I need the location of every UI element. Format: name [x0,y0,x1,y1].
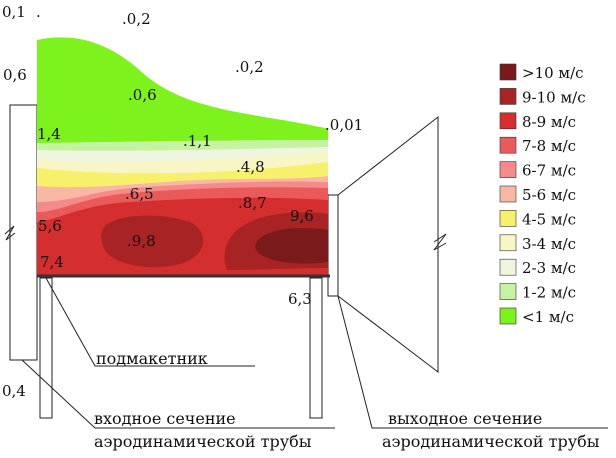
value-6-3: 6,3 [288,290,312,308]
legend-swatch [499,136,517,154]
legend-label: 1-2 м/с [522,284,576,302]
submodel-supports [39,277,323,419]
legend-swatch [499,283,517,300]
legend-label: <1 м/с [522,308,574,326]
inlet-frame [9,104,38,361]
legend-swatch [499,210,517,227]
legend-label: 9-10 м/с [522,88,586,106]
legend-swatch [499,112,517,130]
legend-label: 3-4 м/с [522,235,576,253]
value-1-1: .1,1 [183,132,212,150]
legend-label: 7-8 м/с [522,137,576,155]
leader-inlet [21,359,335,429]
legend-label: 4-5 м/с [522,210,576,228]
captions: подмакетник входное сечение аэродинамиче… [94,349,600,451]
legend-swatch [499,234,517,252]
inlet-section [4,104,38,361]
value-9-8: .9,8 [127,232,156,250]
legend-swatch [499,307,517,325]
legend-swatch [499,88,517,105]
value-0-4: 0,4 [2,382,26,400]
value-5-6: 5,6 [38,217,62,235]
caption-outlet-line2: аэродинамической трубы [382,432,600,451]
outlet-collar [327,194,339,297]
band-9-10-a [101,215,204,268]
leader-lines [21,277,608,429]
value-0-6-field: .0,6 [128,86,157,104]
value-1-4: 1,4 [37,125,61,143]
legend-label: >10 м/с [522,64,584,82]
measurement-values: 0,1 . .0,2 0,6 .0,2 .0,6 .0,01 1,4 .1,1 … [2,3,363,400]
value-6-5: .6,5 [125,185,154,203]
band-gt-10 [255,228,328,264]
value-0-2-right: .0,2 [235,58,264,76]
outlet-diffuser [337,115,439,374]
legend-label: 8-9 м/с [522,113,576,131]
caption-submodel: подмакетник [96,349,208,368]
value-7-4: 7,4 [40,253,64,271]
outlet-break-mark [433,233,447,251]
legend-label: 5-6 м/с [522,186,576,204]
value-4-8: .4,8 [236,158,265,176]
legend-swatch [499,161,517,178]
legend-swatch [499,63,517,81]
value-9-6: 9,6 [290,207,314,225]
legend-label: 6-7 м/с [522,162,576,180]
support-leg-right [309,277,323,419]
legend-swatch [499,185,517,203]
legend-swatch [499,258,517,276]
velocity-field [37,37,330,278]
outlet-section [327,115,447,374]
legend-label: 2-3 м/с [522,259,576,277]
value-0-6-left: 0,6 [3,66,27,84]
band-8-9-bottom [37,262,328,276]
value-0-1: 0,1 [2,3,26,21]
caption-outlet-line1: выходное сечение [388,409,542,428]
velocity-bands [37,37,328,276]
value-8-7: .8,7 [238,194,267,212]
caption-inlet-line2: аэродинамической трубы [94,432,312,451]
leader-outlet [337,295,608,429]
inlet-break-mark [4,225,16,241]
caption-inlet-line1: входное сечение [94,409,236,428]
value-0-01: .0,01 [325,116,363,134]
support-leg-left [39,277,53,419]
leader-submodel [45,277,255,367]
dot-0-1: . [36,3,41,21]
velocity-legend: >10 м/с 9-10 м/с 8-9 м/с 7-8 м/с 6-7 м/с 5-6 … [499,63,586,326]
value-0-2-top: .0,2 [122,10,151,28]
